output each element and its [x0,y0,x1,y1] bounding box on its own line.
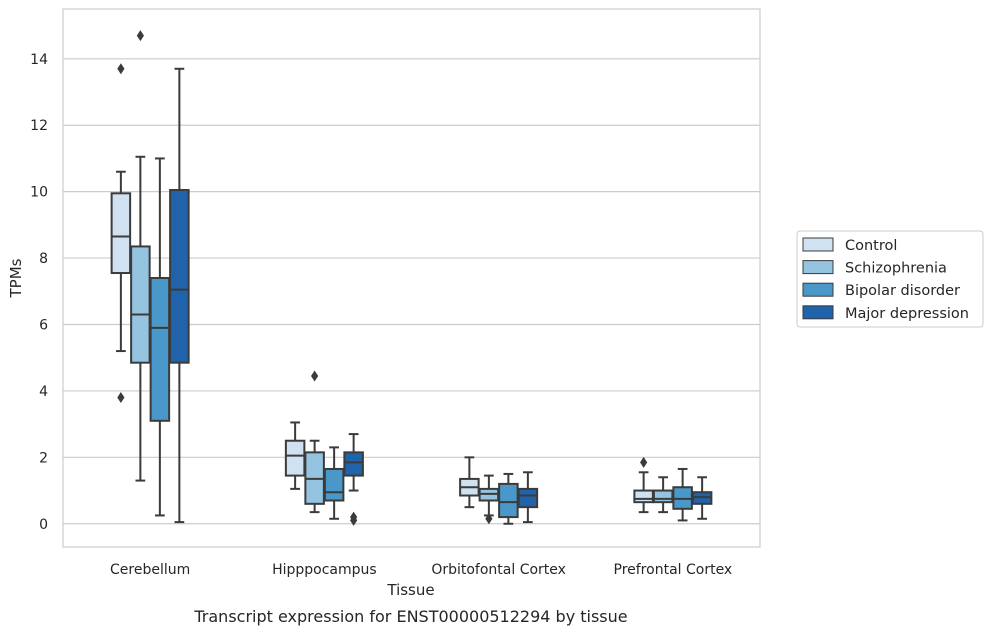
outlier-point [311,370,319,382]
y-tick-label: 2 [39,450,48,466]
y-tick-label: 0 [39,517,48,533]
box-bipolar-disorder [323,446,345,520]
x-tick-label: Hipppocampus [272,562,377,578]
outlier-point [117,392,125,404]
legend-swatch [802,237,834,252]
box-iqr [517,487,539,509]
box-bipolar-disorder [149,157,171,517]
x-tick-label: Prefrontal Cortex [614,562,733,578]
box-iqr [110,192,132,275]
box-control [284,421,306,490]
box-bipolar-disorder [498,472,519,525]
x-tick-label: Orbitofontal Cortex [431,562,566,578]
legend-label: Schizophrenia [845,261,947,277]
box-major-depression [691,476,713,520]
box-iqr [149,277,171,422]
y-tick-label: 12 [30,118,48,134]
box-iqr [130,245,151,364]
y-tick-label: 8 [39,251,48,267]
plot-frame [62,8,761,548]
x-tick-label: Cerebellum [110,562,190,578]
box-iqr [498,482,519,519]
y-tick-label: 10 [30,185,48,201]
y-tick-label: 6 [39,317,48,333]
outlier-point [117,63,125,75]
x-axis-ticks: Cerebellum Hipppocampus Orbitofontal Corte… [110,562,732,578]
box-control [633,456,654,514]
outlier-point [640,456,648,468]
box-major-depression [517,471,539,524]
box-schizophrenia [652,476,674,514]
plot-area [110,30,713,526]
box-bipolar-disorder [672,467,693,522]
legend: Control Schizophrenia Bipolar disorder Majo… [796,230,984,328]
y-tick-label: 4 [39,384,48,400]
outlier-point [136,30,144,42]
legend-label: Control [845,238,897,254]
chart-caption: Transcript expression for ENST0000051229… [193,607,627,626]
box-iqr [633,489,654,504]
legend-swatch [802,305,834,320]
legend-label: Major depression [845,306,969,322]
box-control [110,63,132,404]
x-axis-title: Tissue [386,581,434,599]
box-iqr [343,451,364,477]
box-iqr [169,188,190,364]
legend-frame [796,230,984,328]
box-schizophrenia [478,474,500,525]
box-iqr [284,439,306,477]
box-major-depression [169,67,190,524]
legend-swatch [802,260,834,275]
y-axis-title: TPMs [7,258,25,298]
outlier-point [485,513,493,525]
outlier-point [350,514,358,526]
y-tick-label: 14 [30,52,48,68]
box-schizophrenia [304,370,325,514]
box-schizophrenia [130,30,151,482]
y-axis-ticks: 0 2 4 6 8 10 12 14 [30,52,48,533]
box-major-depression [343,433,364,526]
box-control [459,456,480,509]
box-iqr [323,467,345,502]
legend-swatch [802,282,834,297]
box-iqr [652,489,674,504]
legend-label: Bipolar disorder [845,283,960,299]
